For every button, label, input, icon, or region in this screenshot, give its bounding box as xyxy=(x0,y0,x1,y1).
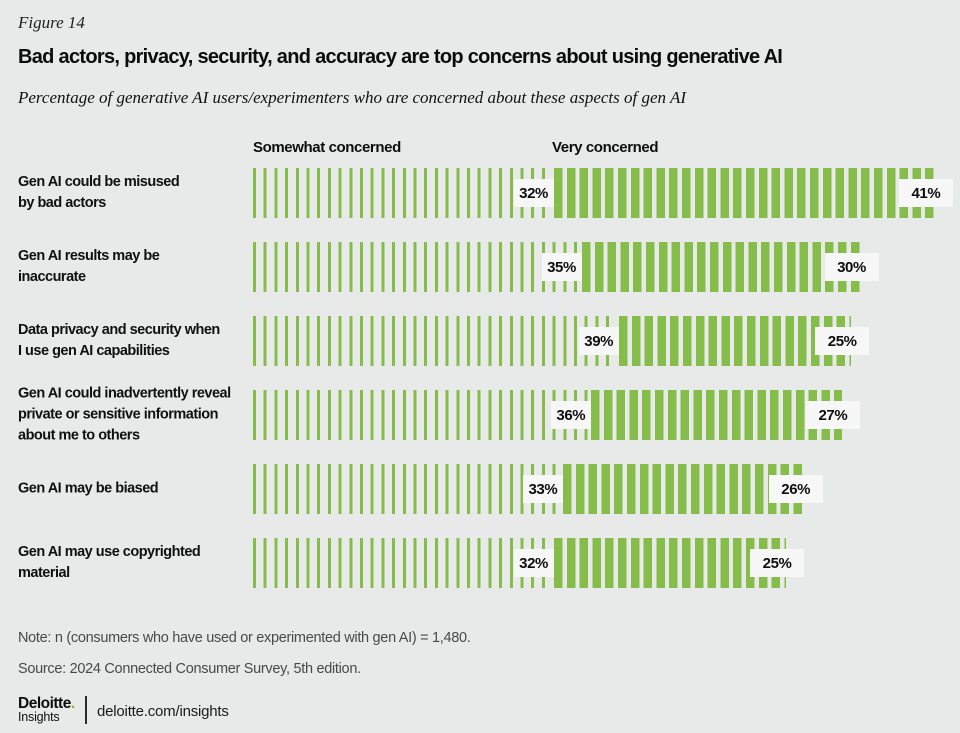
somewhat-value-label: 32% xyxy=(513,549,554,577)
very-value-label: 26% xyxy=(768,475,823,503)
category-label: Gen AI could inadvertently reveal private… xyxy=(18,385,231,444)
bar-group: 36% 27% xyxy=(253,390,960,440)
chart-row: Gen AI may be biased 33% 26% xyxy=(0,464,960,514)
chart-row: Gen AI could be misused by bad actors 32% 4… xyxy=(0,168,960,218)
very-value-label: 25% xyxy=(750,549,805,577)
chart-row: Gen AI could inadvertently reveal private… xyxy=(0,386,960,444)
somewhat-concerned-bar xyxy=(253,316,616,366)
somewhat-value-label: 32% xyxy=(513,179,554,207)
category-label: Gen AI may be biased xyxy=(18,480,159,497)
deloitte-insights-logo: Deloitte. Insights xyxy=(18,695,75,724)
category-label: Gen AI results may be inaccurate xyxy=(18,248,160,285)
very-value-label: 41% xyxy=(898,179,953,207)
footer-divider xyxy=(85,696,87,724)
very-concerned-bar xyxy=(553,168,935,218)
chart-rows: Gen AI could be misused by bad actors 32% 4… xyxy=(0,168,960,612)
note-text: Note: n (consumers who have used or expe… xyxy=(18,630,471,646)
somewhat-value-label: 35% xyxy=(541,253,582,281)
legend-somewhat-concerned: Somewhat concerned xyxy=(253,139,401,156)
somewhat-concerned-bar xyxy=(253,242,579,292)
very-concerned-bar xyxy=(618,316,852,366)
deloitte-green-dot-icon: . xyxy=(70,695,75,712)
very-value-label: 30% xyxy=(824,253,879,281)
somewhat-concerned-bar xyxy=(253,464,560,514)
somewhat-concerned-bar xyxy=(253,168,551,218)
chart-row: Gen AI results may be inaccurate 35% 30% xyxy=(0,242,960,292)
figure-number: Figure 14 xyxy=(18,13,85,32)
very-concerned-bar xyxy=(590,390,842,440)
legend-very-concerned: Very concerned xyxy=(552,139,659,156)
chart-subtitle: Percentage of generative AI users/experi… xyxy=(18,88,687,107)
bar-group: 35% 30% xyxy=(253,242,960,292)
source-text: Source: 2024 Connected Consumer Survey, … xyxy=(18,661,361,677)
very-value-label: 25% xyxy=(815,327,870,355)
category-label: Gen AI could be misused by bad actors xyxy=(18,174,180,211)
category-label: Gen AI may use copyrighted material xyxy=(18,544,201,581)
chart-row: Gen AI may use copyrighted material 32% 25% xyxy=(0,538,960,588)
category-label: Data privacy and security when I use gen … xyxy=(18,322,220,359)
very-concerned-bar xyxy=(562,464,805,514)
bar-group: 39% 25% xyxy=(253,316,960,366)
chart-row: Data privacy and security when I use gen … xyxy=(0,316,960,366)
bar-group: 32% 41% xyxy=(253,168,960,218)
somewhat-concerned-bar xyxy=(253,390,588,440)
somewhat-value-label: 36% xyxy=(550,401,591,429)
somewhat-value-label: 33% xyxy=(522,475,563,503)
somewhat-concerned-bar xyxy=(253,538,551,588)
footer-url: deloitte.com/insights xyxy=(97,703,229,720)
very-concerned-bar xyxy=(553,538,787,588)
somewhat-value-label: 39% xyxy=(578,327,619,355)
bar-group: 33% 26% xyxy=(253,464,960,514)
bar-group: 32% 25% xyxy=(253,538,960,588)
very-value-label: 27% xyxy=(805,401,860,429)
very-concerned-bar xyxy=(581,242,861,292)
insights-wordmark: Insights xyxy=(18,710,60,724)
deloitte-wordmark: Deloitte. xyxy=(18,695,75,712)
chart-title: Bad actors, privacy, security, and accur… xyxy=(18,46,783,68)
